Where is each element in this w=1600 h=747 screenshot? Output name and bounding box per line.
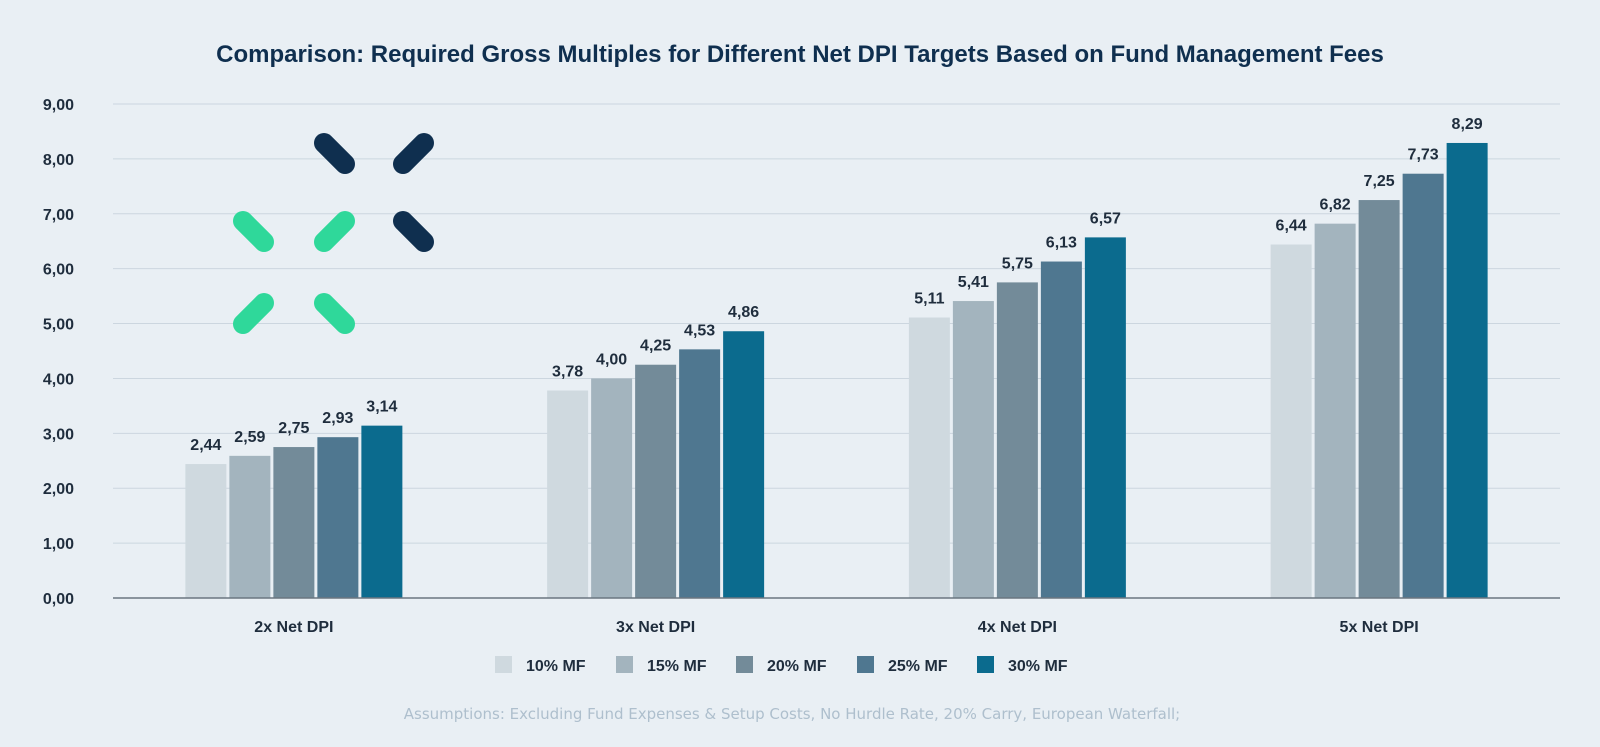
logo-stroke-green-1 (233, 211, 274, 252)
bar-20-mf (635, 364, 677, 598)
legend-label: 20% MF (767, 658, 827, 675)
legend-swatch (495, 656, 512, 673)
bar-30-mf (1084, 237, 1126, 598)
brand-logo-mark (233, 133, 434, 334)
data-label: 4,00 (596, 351, 627, 368)
bar-20-mf (273, 447, 315, 598)
legend-swatch (616, 656, 633, 673)
x-category-label: 4x Net DPI (978, 619, 1057, 636)
bar-10-mf (908, 317, 950, 598)
bars (185, 142, 1488, 599)
logo-stroke-green-3 (233, 293, 274, 334)
data-label: 4,86 (728, 304, 759, 321)
data-labels: 2,44 2,59 2,75 2,93 3,14 3,78 4,00 4,25 4,53 4,86… (190, 116, 1482, 454)
data-label: 3,78 (552, 364, 583, 381)
data-label: 6,82 (1320, 197, 1351, 214)
legend-label: 25% MF (888, 658, 948, 675)
bar-10-mf (185, 464, 227, 598)
assumptions-footnote: Assumptions: Excluding Fund Expenses & S… (404, 705, 1180, 723)
legend-label: 30% MF (1008, 658, 1068, 675)
data-label: 5,11 (914, 291, 944, 308)
bar-15-mf (229, 455, 271, 598)
y-axis-ticks: 0,00 1,00 2,00 3,00 4,00 5,00 6,00 7,00 8,00 9,00 (43, 97, 74, 608)
bar-25-mf (679, 349, 721, 598)
data-label: 6,13 (1046, 235, 1077, 252)
data-label: 5,41 (958, 274, 989, 291)
data-label: 7,25 (1364, 173, 1395, 190)
legend-swatch (736, 656, 753, 673)
y-tick-label: 1,00 (43, 536, 74, 553)
bar-20-mf (1358, 200, 1400, 599)
logo-stroke-dark-1 (314, 133, 355, 174)
y-tick-label: 6,00 (43, 262, 74, 279)
data-label: 3,14 (366, 399, 397, 416)
y-tick-label: 4,00 (43, 371, 74, 388)
logo-stroke-dark-3 (393, 211, 434, 252)
logo-stroke-dark-2 (393, 133, 434, 174)
legend-label: 10% MF (526, 658, 586, 675)
bar-30-mf (723, 331, 765, 598)
data-label: 2,59 (234, 429, 265, 446)
bar-15-mf (952, 301, 994, 598)
legend: 10% MF 15% MF 20% MF 25% MF 30% MF (495, 656, 1068, 675)
y-tick-label: 9,00 (43, 97, 74, 114)
x-category-label: 5x Net DPI (1340, 619, 1419, 636)
x-axis-categories: 2x Net DPI 3x Net DPI 4x Net DPI 5x Net DPI (254, 619, 1418, 636)
legend-swatch (857, 656, 874, 673)
data-label: 2,93 (322, 410, 353, 427)
bar-25-mf (1402, 173, 1444, 598)
x-category-label: 2x Net DPI (254, 619, 333, 636)
bar-25-mf (1040, 261, 1082, 598)
bar-15-mf (1314, 223, 1356, 598)
y-tick-label: 3,00 (43, 426, 74, 443)
data-label: 2,44 (190, 437, 221, 454)
bar-15-mf (591, 378, 633, 598)
legend-swatch (977, 656, 994, 673)
y-tick-label: 2,00 (43, 481, 74, 498)
bar-20-mf (996, 282, 1038, 598)
data-label: 6,57 (1090, 210, 1121, 227)
y-tick-label: 8,00 (43, 152, 74, 169)
bar-30-mf (1446, 142, 1488, 598)
bar-10-mf (1270, 244, 1312, 598)
legend-label: 15% MF (647, 658, 707, 675)
data-label: 5,75 (1002, 255, 1033, 272)
bar-25-mf (317, 437, 359, 598)
y-tick-label: 0,00 (43, 591, 74, 608)
y-tick-label: 7,00 (43, 207, 74, 224)
data-label: 4,53 (684, 322, 715, 339)
bar-10-mf (547, 390, 589, 598)
y-tick-label: 5,00 (43, 317, 74, 334)
logo-stroke-green-2 (314, 211, 355, 252)
data-label: 6,44 (1276, 218, 1307, 235)
logo-stroke-green-4 (314, 293, 355, 334)
data-label: 4,25 (640, 338, 671, 355)
x-category-label: 3x Net DPI (616, 619, 695, 636)
data-label: 2,75 (278, 420, 309, 437)
data-label: 8,29 (1452, 116, 1483, 133)
chart-title: Comparison: Required Gross Multiples for… (216, 41, 1384, 68)
data-label: 7,73 (1408, 147, 1439, 164)
bar-30-mf (361, 425, 403, 598)
